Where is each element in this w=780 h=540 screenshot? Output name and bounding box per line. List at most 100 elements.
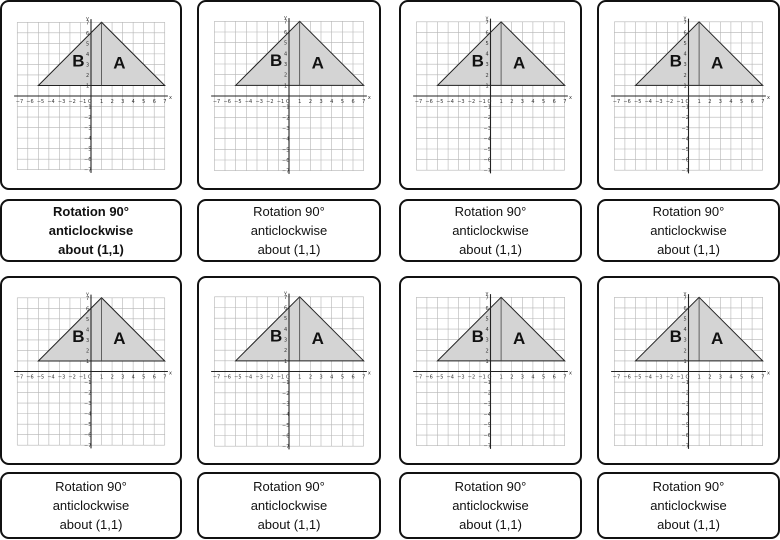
y-tick-label: 4 <box>86 52 89 58</box>
y-tick-label: 4 <box>684 52 687 58</box>
transformation-text: Rotation 90° anticlockwise about (1,1) <box>53 477 130 534</box>
x-tick-label: −7 <box>213 375 220 381</box>
x-tick-label: 4 <box>729 99 732 105</box>
shape-label-b: B <box>472 51 484 70</box>
x-tick-label: −3 <box>256 375 263 381</box>
coordinate-grid: −7 −6 −5 −4 −3 −2 −1 O 1 2 3 4 5 6 71234567−1−2−3−4−5−… <box>211 15 371 175</box>
x-tick-label: 5 <box>341 99 344 105</box>
y-tick-label: 5 <box>284 316 287 322</box>
y-tick-label: −5 <box>682 423 689 429</box>
y-tick-label: −4 <box>282 137 289 143</box>
transformation-line1: Rotation 90° <box>55 479 127 494</box>
x-tick-label: 7 <box>362 375 365 381</box>
transformation-line2: anticlockwise <box>650 498 727 513</box>
x-tick-label: 3 <box>121 375 124 381</box>
x-tick-label: −7 <box>16 375 23 381</box>
y-tick-label: 7 <box>684 20 687 26</box>
transformation-line3: about (1,1) <box>459 242 522 257</box>
x-axis-label: x <box>569 371 572 377</box>
transformation-line3: about (1,1) <box>459 517 522 532</box>
transformation-card: Rotation 90° anticlockwise about (1,1) <box>0 472 182 539</box>
x-tick-label: 7 <box>163 375 166 381</box>
y-tick-label: −1 <box>484 380 491 386</box>
y-tick-label: 6 <box>486 30 489 36</box>
shape-label-a: A <box>312 329 324 348</box>
graph-card: −7 −6 −5 −4 −3 −2 −1 O 1 2 3 4 5 6 7 1 2 3 4 5 6 7 −1 −2 −3 −4 −5−… <box>597 0 780 190</box>
x-axis-label: x <box>569 95 572 101</box>
shape-label-a: A <box>513 53 525 72</box>
x-tick-label: −5 <box>634 375 641 381</box>
x-tick-label: −2 <box>266 375 273 381</box>
coordinate-grid: −7 −6 −5 −4 −3 −2 −1 O 1 2 3 4 5 6 71234567−1−2−3−4−5−… <box>14 16 172 174</box>
shape-label-a: A <box>513 329 525 348</box>
y-tick-label: −3 <box>484 126 491 132</box>
transformation-line2: anticlockwise <box>52 498 130 513</box>
x-tick-label: 4 <box>330 375 333 381</box>
transformation-line1: Rotation 90° <box>253 204 325 219</box>
y-tick-label: 5 <box>86 317 89 323</box>
x-tick-label: 6 <box>751 375 754 381</box>
shape-label-b: B <box>72 327 84 346</box>
x-tick-label: 6 <box>352 99 355 105</box>
y-tick-label: 2 <box>684 73 687 79</box>
x-tick-label: −6 <box>425 99 432 105</box>
y-tick-label: 3 <box>86 62 89 68</box>
x-tick-label: 6 <box>553 375 556 381</box>
x-tick-label: −3 <box>58 99 65 105</box>
y-tick-label: −7 <box>682 168 689 174</box>
x-tick-label: 4 <box>330 99 333 105</box>
y-tick-label: −2 <box>282 391 289 397</box>
transformation-card: Rotation 90° anticlockwise about (1,1) <box>399 199 582 262</box>
y-tick-label: −6 <box>84 157 91 163</box>
y-tick-label: −6 <box>484 158 491 164</box>
y-tick-label: −4 <box>84 136 91 142</box>
y-tick-label: 3 <box>284 338 287 344</box>
y-tick-label: −2 <box>682 391 689 397</box>
x-tick-label: 7 <box>761 99 764 105</box>
y-tick-label: 2 <box>684 348 687 354</box>
transformation-card: Rotation 90° anticlockwise about (1,1) <box>197 199 381 262</box>
transformation-line2: anticlockwise <box>250 498 328 513</box>
y-tick-label: −6 <box>484 433 491 439</box>
x-tick-label: 2 <box>510 99 513 105</box>
x-tick-label: −5 <box>234 375 241 381</box>
x-tick-label: −6 <box>224 375 231 381</box>
x-tick-label: −1 <box>79 99 86 105</box>
x-tick-label: 6 <box>352 375 355 381</box>
x-tick-label: 2 <box>111 375 114 381</box>
x-tick-label: 2 <box>708 375 711 381</box>
y-tick-label: −4 <box>682 412 689 418</box>
y-tick-label: −7 <box>282 444 289 450</box>
y-tick-label: −2 <box>282 115 289 121</box>
y-axis-label: y <box>486 16 489 22</box>
y-tick-label: 7 <box>284 295 287 301</box>
x-tick-label: O <box>488 375 492 381</box>
x-tick-label: −4 <box>645 99 652 105</box>
y-tick-label: 3 <box>486 338 489 344</box>
y-tick-label: 6 <box>86 306 89 312</box>
x-tick-label: −3 <box>655 99 662 105</box>
x-tick-label: −4 <box>47 375 54 381</box>
x-tick-label: −2 <box>666 375 673 381</box>
y-tick-label: −2 <box>84 115 91 121</box>
x-tick-label: −2 <box>68 375 75 381</box>
y-tick-label: −6 <box>282 158 289 164</box>
x-tick-label: −5 <box>436 375 443 381</box>
x-tick-label: −7 <box>213 99 220 105</box>
y-tick-label: −6 <box>682 158 689 164</box>
x-tick-label: 1 <box>298 99 301 105</box>
y-tick-label: 7 <box>284 19 287 25</box>
x-tick-label: −4 <box>245 375 252 381</box>
x-tick-label: 4 <box>531 375 534 381</box>
x-tick-label: 7 <box>761 375 764 381</box>
x-tick-label: −3 <box>58 375 65 381</box>
y-tick-label: 3 <box>86 338 89 344</box>
x-tick-label: −3 <box>457 99 464 105</box>
x-tick-label: −1 <box>277 99 284 105</box>
y-tick-label: 2 <box>284 73 287 79</box>
x-tick-label: 6 <box>553 99 556 105</box>
x-tick-label: O <box>686 375 690 381</box>
y-tick-label: −1 <box>282 105 289 111</box>
x-tick-label: −1 <box>277 375 284 381</box>
y-tick-label: −3 <box>682 126 689 132</box>
